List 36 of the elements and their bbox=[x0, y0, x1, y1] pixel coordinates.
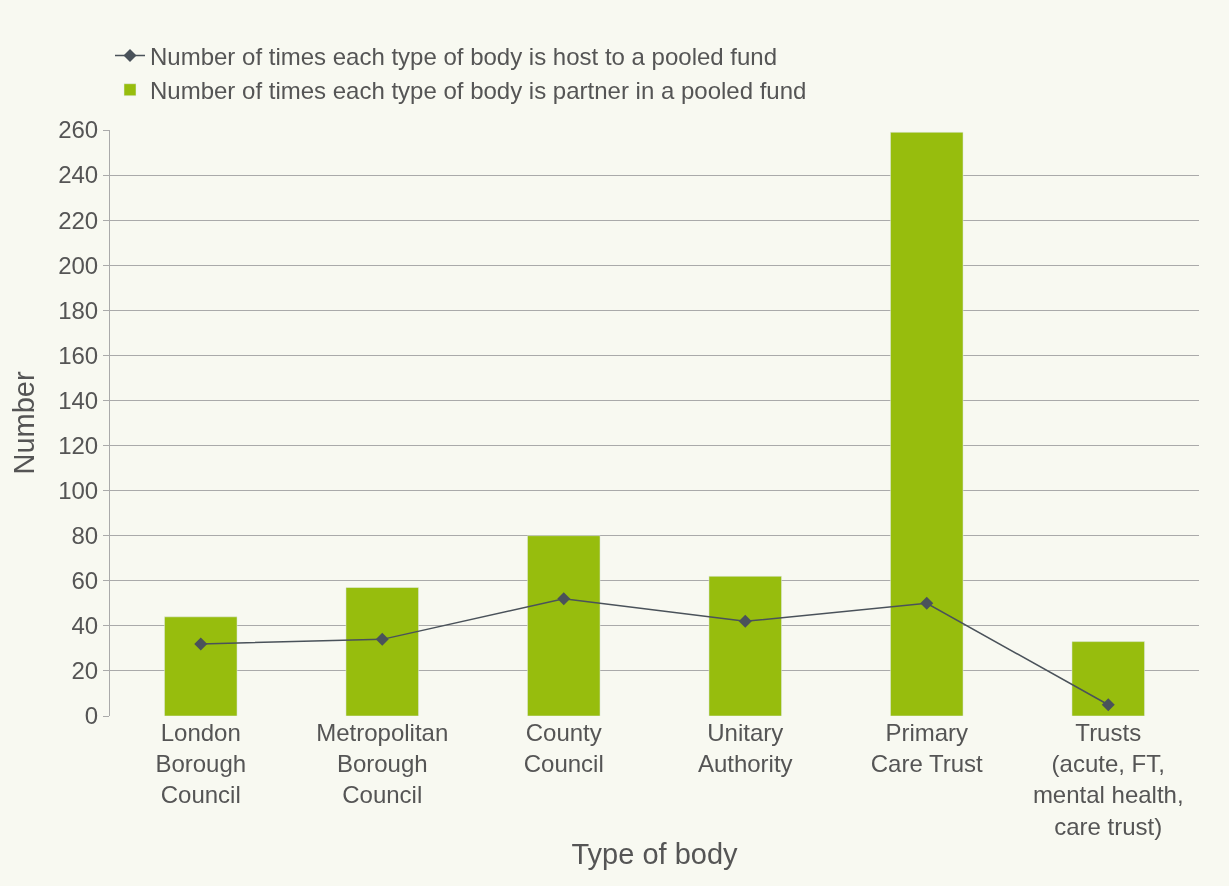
y-tick-label: 0 bbox=[84, 702, 99, 730]
bar bbox=[890, 132, 964, 716]
x-axis-title: Type of body bbox=[571, 838, 739, 871]
y-tick-label: 220 bbox=[58, 206, 99, 234]
point bbox=[738, 614, 752, 628]
y-tick-label: 180 bbox=[58, 296, 99, 324]
y-tick-label: 20 bbox=[71, 657, 99, 685]
x-tick-label: London Borough Council bbox=[155, 719, 247, 809]
point bbox=[194, 637, 208, 651]
point bbox=[375, 632, 389, 646]
y-tick-label: 120 bbox=[58, 431, 99, 459]
y-tick-label: 260 bbox=[58, 116, 99, 144]
legend-label: Number of times each type of body is host to a pooled fund bbox=[150, 42, 778, 70]
y-tick-label: 60 bbox=[71, 567, 99, 595]
y-tick-label: 80 bbox=[71, 522, 99, 550]
x-tick-label: Primary Care Trust bbox=[870, 719, 984, 778]
bar bbox=[164, 616, 238, 716]
point bbox=[920, 596, 934, 610]
bar bbox=[1071, 641, 1145, 716]
y-tick-label: 100 bbox=[58, 477, 99, 505]
x-tick-label: County Council bbox=[523, 719, 604, 778]
y-axis-title: Number bbox=[7, 371, 40, 475]
y-tick-label: 140 bbox=[58, 386, 99, 414]
legend-label: Number of times each type of body is partner in a pooled fund bbox=[150, 77, 807, 105]
y-tick-label: 40 bbox=[71, 612, 99, 640]
bar bbox=[708, 576, 782, 716]
x-tick-label: Metropolitan Borough Council bbox=[316, 719, 449, 809]
y-tick-label: 200 bbox=[58, 251, 99, 279]
x-tick-label: Trusts (acute, FT, mental health, care trust) bbox=[1032, 719, 1184, 840]
y-tick-label: 160 bbox=[58, 341, 99, 369]
x-tick-label: Unitary Authority bbox=[697, 719, 793, 778]
point bbox=[557, 592, 571, 606]
y-tick-label: 240 bbox=[58, 161, 99, 189]
bar bbox=[527, 535, 601, 716]
point bbox=[1101, 698, 1115, 712]
bar bbox=[345, 587, 419, 716]
